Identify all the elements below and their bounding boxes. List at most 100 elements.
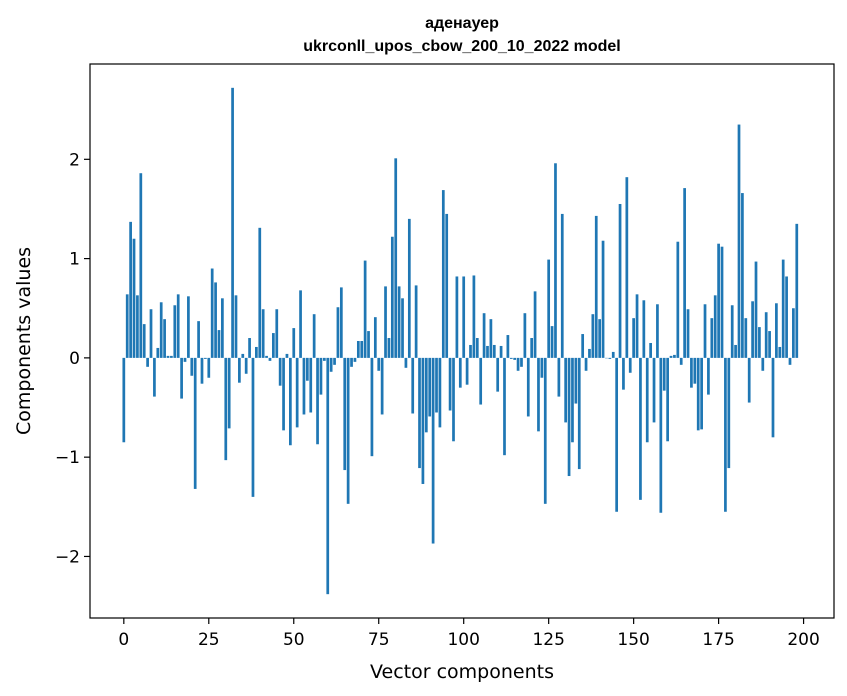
bar [394,158,398,358]
bar [176,294,180,358]
bar [367,331,370,358]
bar [312,314,316,358]
bar [652,357,656,423]
bar [482,313,486,358]
bar [785,276,788,358]
bar [316,357,319,445]
bar [380,357,384,415]
bar [231,87,234,358]
bar [149,309,153,358]
bar [234,295,238,358]
bar [397,286,401,358]
bar [282,357,285,431]
bar [390,236,394,358]
bar [414,285,418,358]
bar [611,351,615,358]
bar [370,357,374,457]
bar [431,357,435,544]
bar [418,357,421,469]
bar [591,314,595,358]
bar [509,357,513,359]
bar [557,357,561,397]
bar [639,357,642,500]
bar [401,298,404,358]
bar [625,177,629,358]
bar [730,305,734,358]
bar [717,243,720,358]
bar [452,357,455,442]
bar [710,318,714,358]
bar [564,357,568,423]
bar [771,357,775,438]
bar [200,357,204,384]
bar [588,348,591,358]
bar [622,357,625,390]
bar [197,321,200,358]
bar [122,357,126,443]
bar [696,357,700,431]
bar [550,326,554,358]
bar [455,276,459,358]
bar [598,319,602,358]
y-tick-label: 0 [69,349,80,369]
bar [703,304,707,358]
bar [727,357,731,469]
bar [792,308,795,358]
bar [778,346,782,358]
bar [571,357,574,443]
bar [768,331,771,358]
x-tick-label: 100 [447,630,479,650]
bar [560,213,564,358]
bar [737,124,741,358]
bar [448,357,452,411]
bar [479,357,483,405]
bar [676,241,680,358]
bar [499,345,503,358]
plot-frame [89,63,835,619]
x-tick-label: 175 [702,630,734,650]
bar [302,357,306,415]
bar [217,330,221,358]
bar [210,268,214,358]
bar [679,357,683,365]
bar [272,333,275,358]
bar [523,313,527,358]
bar [343,357,347,471]
y-tick-label: −2 [55,547,80,567]
bar [356,341,360,358]
x-tick-label: 125 [532,630,564,650]
bar [781,259,785,358]
bar [305,357,309,381]
bar [537,357,540,432]
bar [285,353,289,358]
bar [132,238,136,358]
x-tick-label: 150 [617,630,649,650]
bar [584,357,588,371]
chart-subtitle: ukrconll_upos_cbow_200_10_2022 model [303,38,620,55]
chart-title: аденауер [425,15,499,32]
bar [554,163,557,358]
x-tick-label: 75 [368,630,390,650]
y-tick-label: −1 [55,448,80,468]
bar [224,357,228,461]
bar [438,357,442,428]
bar [322,357,326,361]
bar [744,318,748,358]
bar [513,357,517,360]
bar [707,357,710,395]
bar [520,357,523,367]
bar [377,357,381,371]
bar [333,357,336,365]
x-tick-label: 25 [198,630,220,650]
bar [248,338,251,358]
bar [251,357,255,497]
bar [221,298,224,358]
bar [506,335,510,358]
bar [411,357,415,414]
x-tick-label: 200 [787,630,819,650]
x-tick-label: 0 [118,630,129,650]
bar [741,193,744,358]
bar [758,327,761,358]
bar [669,355,673,358]
bar [261,309,265,358]
